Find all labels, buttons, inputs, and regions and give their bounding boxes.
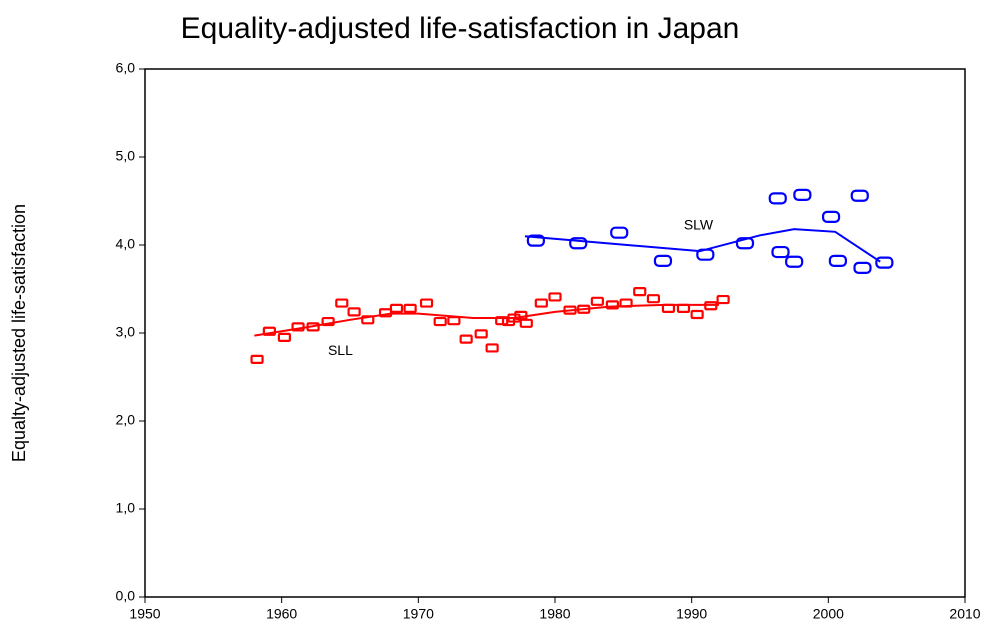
point <box>633 287 647 297</box>
y-tick-label: 6,0 <box>116 60 136 76</box>
point <box>378 308 393 318</box>
x-tick-label: 1950 <box>129 606 160 622</box>
x-tick-label: 1980 <box>539 606 570 622</box>
point <box>793 188 812 201</box>
point <box>474 329 488 339</box>
point <box>277 332 291 342</box>
point <box>590 296 604 306</box>
point <box>389 303 404 313</box>
annotation: SLW <box>684 216 714 232</box>
point <box>828 254 848 267</box>
point <box>735 237 755 250</box>
y-tick-label: 2,0 <box>116 412 136 428</box>
point <box>291 322 305 332</box>
point <box>875 256 894 269</box>
x-tick-label: 1990 <box>676 606 707 622</box>
point <box>548 292 562 302</box>
point <box>433 316 447 327</box>
x-tick-label: 1960 <box>266 606 297 622</box>
point <box>610 226 629 239</box>
point <box>661 303 676 313</box>
x-tick-label: 1970 <box>403 606 434 622</box>
point <box>534 298 548 308</box>
point <box>495 316 509 326</box>
point <box>347 307 361 317</box>
point <box>768 192 787 205</box>
point <box>526 234 545 247</box>
y-tick-label: 5,0 <box>116 148 136 164</box>
x-tick-label: 2010 <box>949 606 980 622</box>
y-tick-label: 4,0 <box>116 236 136 252</box>
y-axis-label: Equalty-adjusted life-satisfaction <box>9 204 29 462</box>
point <box>785 255 804 268</box>
point <box>321 316 335 327</box>
point <box>485 343 499 353</box>
y-tick-label: 3,0 <box>116 324 136 340</box>
point <box>821 210 841 223</box>
point <box>716 294 730 305</box>
point <box>403 303 417 313</box>
point <box>250 354 264 364</box>
point <box>419 298 434 308</box>
y-tick-label: 0,0 <box>116 588 136 604</box>
point <box>605 300 620 310</box>
point <box>262 326 276 336</box>
point <box>850 189 869 202</box>
point <box>619 298 633 308</box>
point <box>771 245 790 259</box>
point <box>361 315 375 325</box>
point <box>676 303 691 313</box>
point <box>577 304 591 314</box>
chart-title: Equality-adjusted life-satisfaction in J… <box>181 12 740 45</box>
point <box>563 305 577 315</box>
point <box>569 237 588 250</box>
x-tick-label: 2000 <box>813 606 844 622</box>
point <box>335 298 349 308</box>
annotation: SLL <box>328 342 353 358</box>
point <box>704 301 718 311</box>
y-tick-label: 1,0 <box>116 500 136 516</box>
trend-line <box>524 228 881 263</box>
point <box>690 309 704 320</box>
point <box>447 316 461 326</box>
point <box>853 261 872 274</box>
point <box>696 248 715 261</box>
point <box>459 334 473 344</box>
point <box>653 254 673 267</box>
point <box>519 318 533 328</box>
point <box>306 322 320 332</box>
point <box>646 294 661 304</box>
